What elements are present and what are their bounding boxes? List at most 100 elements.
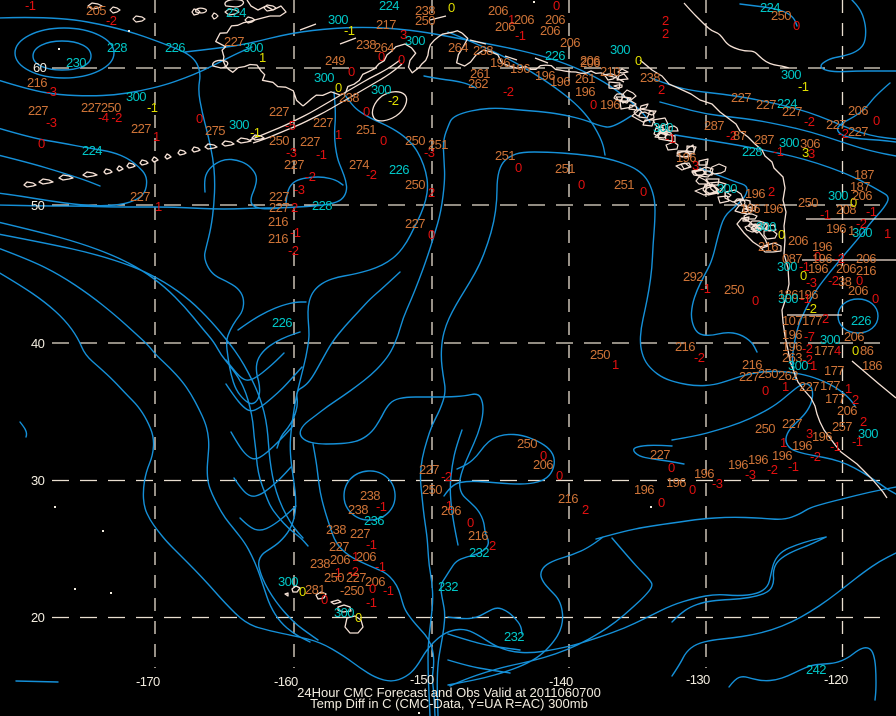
svg-text:238: 238 xyxy=(339,90,359,105)
svg-text:177: 177 xyxy=(802,313,822,328)
svg-text:0: 0 xyxy=(299,584,306,599)
svg-text:-1: -1 xyxy=(820,207,831,222)
svg-text:196: 196 xyxy=(575,84,595,99)
svg-text:0: 0 xyxy=(428,227,435,242)
svg-text:224: 224 xyxy=(760,0,780,15)
svg-text:-2: -2 xyxy=(802,352,813,367)
svg-text:226: 226 xyxy=(165,40,185,55)
svg-text:30: 30 xyxy=(31,473,45,488)
svg-text:-2: -2 xyxy=(804,114,815,129)
svg-text:251: 251 xyxy=(614,177,634,192)
svg-text:187: 187 xyxy=(854,167,874,182)
svg-text:87: 87 xyxy=(733,128,747,143)
svg-text:0: 0 xyxy=(856,273,863,288)
svg-text:208: 208 xyxy=(836,202,856,217)
svg-text:196: 196 xyxy=(490,55,510,70)
svg-text:264: 264 xyxy=(448,40,468,55)
svg-text:3: 3 xyxy=(692,158,699,173)
svg-text:0: 0 xyxy=(793,18,800,33)
svg-text:-2: -2 xyxy=(834,251,845,266)
svg-text:0: 0 xyxy=(850,195,857,210)
svg-text:-2: -2 xyxy=(828,273,839,288)
svg-text:226: 226 xyxy=(389,162,409,177)
svg-text:228: 228 xyxy=(312,198,332,213)
svg-text:262: 262 xyxy=(778,368,798,383)
svg-text:177: 177 xyxy=(825,391,845,406)
svg-text:-3: -3 xyxy=(806,275,817,290)
svg-text:196: 196 xyxy=(510,61,530,76)
svg-text:226: 226 xyxy=(272,315,292,330)
svg-text:300: 300 xyxy=(858,426,878,441)
svg-text:227: 227 xyxy=(269,104,289,119)
svg-text:-2: -2 xyxy=(441,469,452,484)
svg-text:2: 2 xyxy=(860,414,867,429)
svg-text:-120: -120 xyxy=(824,672,848,687)
svg-text:261: 261 xyxy=(575,71,595,86)
svg-text:2: 2 xyxy=(662,13,669,28)
svg-text:177: 177 xyxy=(820,378,840,393)
svg-text:227250: 227250 xyxy=(81,100,121,115)
svg-text:-160: -160 xyxy=(274,674,298,689)
svg-text:0: 0 xyxy=(38,136,45,151)
svg-text:226: 226 xyxy=(851,313,871,328)
svg-text:196: 196 xyxy=(812,429,832,444)
svg-text:1: 1 xyxy=(845,381,852,396)
svg-text:250: 250 xyxy=(324,570,344,585)
svg-text:-2: -2 xyxy=(288,243,299,258)
svg-text:206: 206 xyxy=(514,12,534,27)
svg-text:0: 0 xyxy=(658,495,665,510)
svg-text:227: 227 xyxy=(799,379,819,394)
svg-text:300: 300 xyxy=(653,120,673,135)
svg-text:1: 1 xyxy=(259,50,266,65)
svg-text:227: 227 xyxy=(269,200,289,215)
svg-text:177: 177 xyxy=(814,343,834,358)
svg-text:0: 0 xyxy=(335,80,342,95)
svg-text:-3: -3 xyxy=(424,145,435,160)
svg-text:300: 300 xyxy=(852,225,872,240)
svg-text:0: 0 xyxy=(515,160,522,175)
svg-text:292: 292 xyxy=(683,269,703,284)
svg-text:177: 177 xyxy=(824,363,844,378)
svg-text:206: 206 xyxy=(856,251,876,266)
svg-text:-3: -3 xyxy=(712,476,723,491)
svg-text:196: 196 xyxy=(826,221,846,236)
svg-text:-1: -1 xyxy=(25,0,36,13)
svg-text:250: 250 xyxy=(755,421,775,436)
svg-text:300: 300 xyxy=(788,358,808,373)
svg-text:196: 196 xyxy=(550,74,570,89)
svg-text:232: 232 xyxy=(438,579,458,594)
svg-text:196: 196 xyxy=(694,466,714,481)
svg-text:227: 227 xyxy=(269,189,289,204)
svg-text:2: 2 xyxy=(489,538,496,553)
svg-text:-2: -2 xyxy=(305,169,316,184)
svg-text:249: 249 xyxy=(325,53,345,68)
svg-text:196: 196 xyxy=(812,239,832,254)
svg-text:274: 274 xyxy=(349,157,369,172)
svg-text:250: 250 xyxy=(405,177,425,192)
svg-text:0: 0 xyxy=(872,291,879,306)
svg-text:238: 238 xyxy=(348,502,368,517)
svg-text:216: 216 xyxy=(856,263,876,278)
svg-text:0: 0 xyxy=(640,184,647,199)
svg-text:227: 227 xyxy=(739,369,759,384)
svg-text:261: 261 xyxy=(470,66,490,81)
svg-text:275: 275 xyxy=(205,123,225,138)
svg-text:196: 196 xyxy=(782,327,802,342)
svg-text:228: 228 xyxy=(107,40,127,55)
svg-text:1: 1 xyxy=(612,357,619,372)
svg-text:0: 0 xyxy=(689,482,696,497)
svg-text:186: 186 xyxy=(778,287,798,302)
svg-text:2: 2 xyxy=(658,82,665,97)
svg-text:-7: -7 xyxy=(804,329,815,344)
svg-text:206: 206 xyxy=(844,329,864,344)
svg-text:-130: -130 xyxy=(686,672,710,687)
svg-text:196: 196 xyxy=(740,201,760,216)
svg-text:2: 2 xyxy=(582,502,589,517)
svg-text:227: 227 xyxy=(284,157,304,172)
svg-text:206: 206 xyxy=(441,503,461,518)
svg-text:-2: -2 xyxy=(366,167,377,182)
svg-text:-1: -1 xyxy=(800,291,811,306)
svg-text:206: 206 xyxy=(540,23,560,38)
svg-text:227: 227 xyxy=(650,447,670,462)
svg-text:2: 2 xyxy=(768,184,775,199)
